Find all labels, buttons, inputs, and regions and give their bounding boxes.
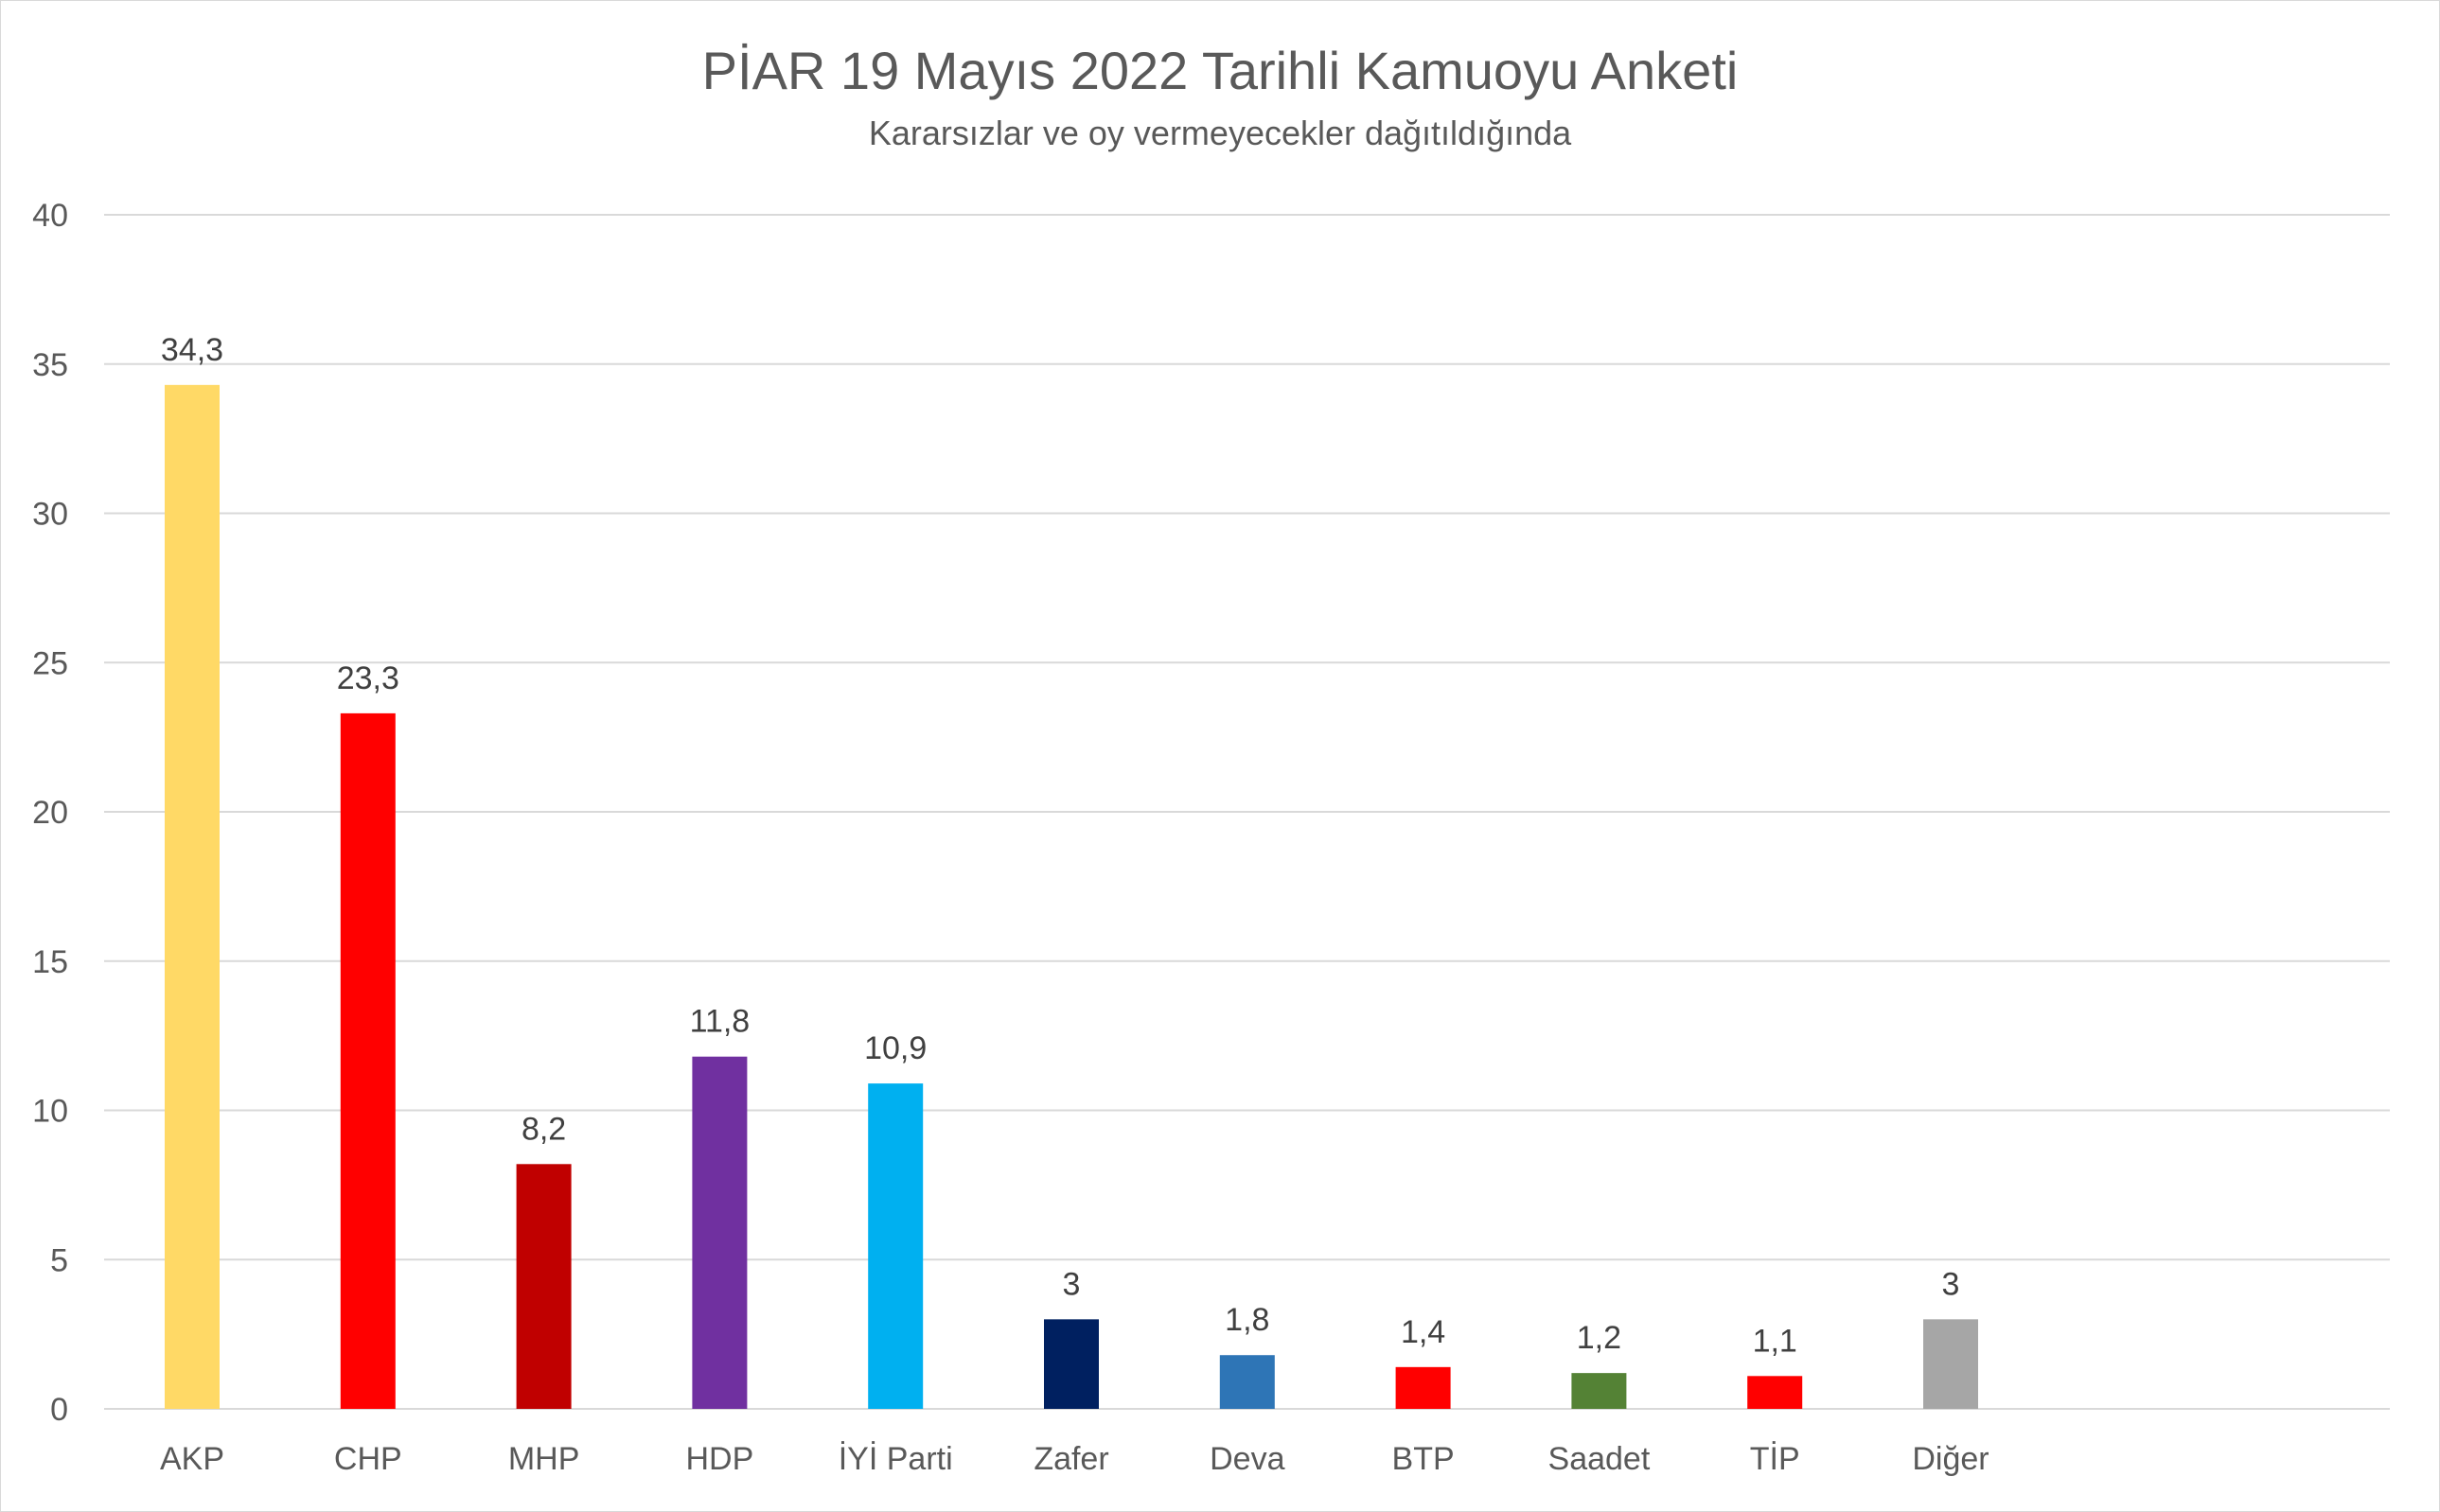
x-category-label: AKP (160, 1441, 224, 1477)
y-tick-label: 40 (32, 198, 68, 234)
data-label: 1,4 (1401, 1314, 1445, 1350)
chart-subtitle: Kararsızlar ve oy vermeyecekler dağıtıld… (868, 114, 1572, 152)
bar-zafer (1044, 1319, 1099, 1409)
x-category-label: HDP (686, 1441, 754, 1477)
data-label: 8,2 (522, 1111, 566, 1147)
data-label: 3 (1063, 1266, 1081, 1302)
x-category-label: BTP (1392, 1441, 1455, 1477)
data-label: 1,8 (1225, 1302, 1269, 1338)
y-tick-label: 10 (32, 1094, 68, 1130)
bar-diğer (1923, 1319, 1978, 1409)
x-category-label: MHP (508, 1441, 580, 1477)
data-label: 1,2 (1577, 1320, 1621, 1356)
data-label: 11,8 (690, 1004, 751, 1040)
y-tick-label: 15 (32, 944, 68, 980)
bar-ti̇p (1747, 1376, 1803, 1409)
x-category-label: Zafer (1034, 1441, 1108, 1477)
y-axis-ticks: 0 5 10 15 20 25 30 35 40 (32, 198, 68, 1428)
bar-i̇yi̇-parti (868, 1083, 924, 1409)
y-tick-label: 20 (32, 795, 68, 831)
bar-btp (1395, 1366, 1451, 1409)
data-label: 10,9 (864, 1030, 927, 1066)
x-category-label: Deva (1210, 1441, 1284, 1477)
data-label: 3 (1942, 1266, 1960, 1302)
bar-akp (165, 384, 220, 1410)
bar-saadet (1571, 1373, 1627, 1409)
data-label: 1,1 (1753, 1323, 1797, 1359)
x-axis-categories: AKP CHP MHP HDP İYİ Parti Zafer Deva BTP Saadet T… (160, 1441, 1989, 1477)
x-category-label: İYİ Parti (839, 1441, 953, 1477)
data-labels: 34,3 23,3 8,2 11,8 10,9 3 1,8 1,4 1,2 1,1 3 (161, 332, 1960, 1359)
bars (165, 384, 1978, 1410)
y-tick-label: 0 (50, 1392, 68, 1428)
bar-deva (1219, 1355, 1275, 1409)
y-tick-label: 5 (50, 1242, 68, 1278)
bar-chp (340, 712, 396, 1409)
data-label: 34,3 (161, 332, 223, 368)
bar-hdp (692, 1056, 748, 1409)
y-tick-label: 35 (32, 347, 68, 383)
x-category-label: Saadet (1548, 1441, 1651, 1477)
gridlines (104, 214, 2390, 1410)
y-tick-label: 30 (32, 497, 68, 533)
y-tick-label: 25 (32, 645, 68, 681)
x-category-label: Diğer (1912, 1441, 1989, 1477)
data-label: 23,3 (337, 660, 399, 696)
x-category-label: TİP (1750, 1441, 1800, 1477)
bar-mhp (516, 1164, 572, 1409)
chart-title: PİAR 19 Mayıs 2022 Tarihli Kamuoyu Anket… (701, 41, 1739, 100)
x-category-label: CHP (334, 1441, 402, 1477)
